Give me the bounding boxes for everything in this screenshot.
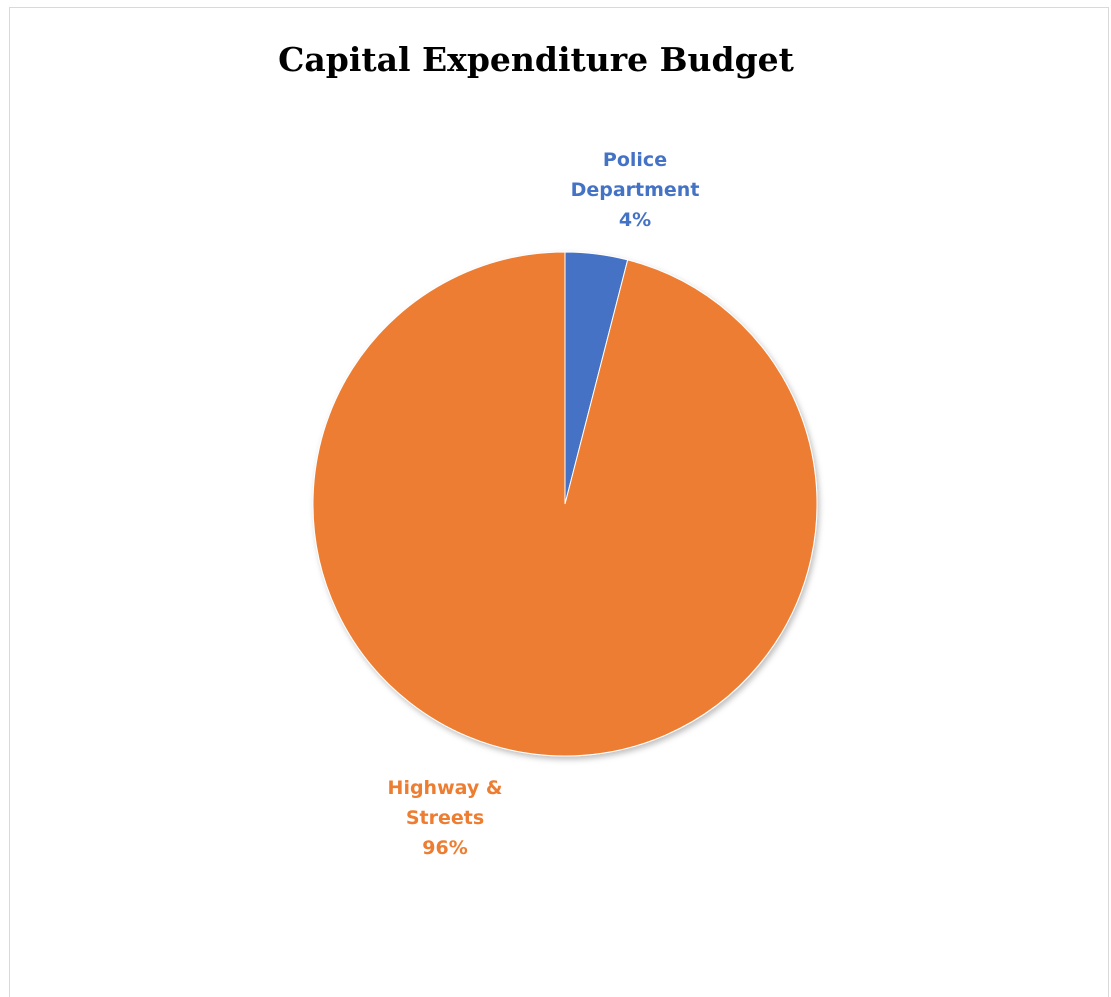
pie-slice-highway-streets xyxy=(312,251,818,757)
slice-name-line: Police xyxy=(602,149,668,171)
slice-percent: 96% xyxy=(422,837,468,859)
slice-name-line: Department xyxy=(570,179,700,201)
slice-name-line: Streets xyxy=(405,807,485,829)
data-label-police-department: Police Department 4% xyxy=(560,145,710,235)
slice-name-line: Highway & xyxy=(387,777,503,799)
slice-percent: 4% xyxy=(618,209,652,231)
data-label-highway-streets: Highway & Streets 96% xyxy=(375,773,515,863)
chart-title: Capital Expenditure Budget xyxy=(278,40,794,79)
